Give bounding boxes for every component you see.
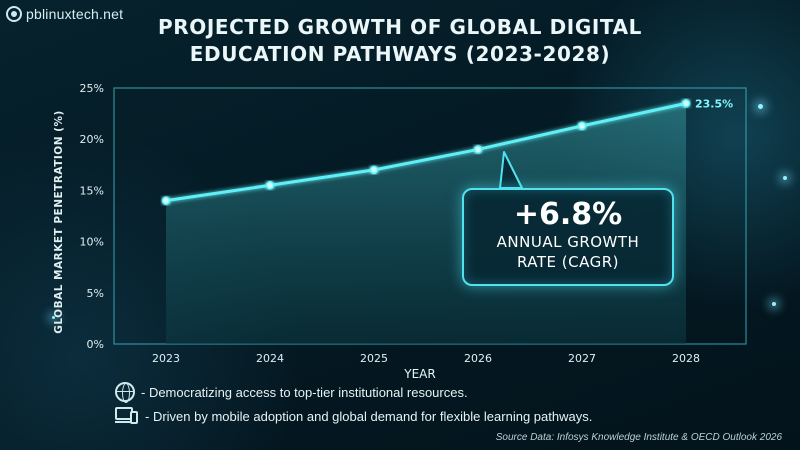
data-point <box>681 99 691 108</box>
callout-value: +6.8% <box>513 197 623 232</box>
decorative-glow-dot <box>772 302 776 306</box>
y-tick-label: 5% <box>87 287 104 300</box>
callout-label-line1: ANNUAL GROWTH <box>496 233 640 251</box>
y-tick-label: 25% <box>80 82 104 95</box>
y-tick-label: 10% <box>80 236 104 249</box>
decorative-glow-dot <box>783 176 787 180</box>
chart-title: PROJECTED GROWTH OF GLOBAL DIGITAL EDUCA… <box>157 15 643 66</box>
y-tick-label: 0% <box>87 338 104 351</box>
callout-label-line2: RATE (CAGR) <box>516 253 620 271</box>
circle-logo-icon <box>6 6 22 22</box>
data-point <box>161 196 171 205</box>
x-tick-label: 2023 <box>152 352 180 365</box>
legend-text: - Driven by mobile adoption and global d… <box>145 408 593 424</box>
y-tick-label: 15% <box>80 184 104 197</box>
data-point <box>265 180 275 190</box>
x-tick-label: 2027 <box>568 352 596 365</box>
y-tick-label: 20% <box>80 133 104 146</box>
end-value-label: 23.5% <box>695 97 733 110</box>
decorative-glow-dot <box>758 104 763 109</box>
brand-logo: pblinuxtech.net <box>6 6 123 22</box>
cagr-callout: +6.8% ANNUAL GROWTH RATE (CAGR) <box>462 188 674 286</box>
x-tick-label: 2025 <box>360 352 388 365</box>
x-axis-label: YEAR <box>403 367 435 381</box>
legend-item: - Driven by mobile adoption and global d… <box>115 404 592 428</box>
legend: - Democratizing access to top-tier insti… <box>115 380 592 428</box>
series-line <box>165 101 687 203</box>
legend-text: - Democratizing access to top-tier insti… <box>141 384 468 400</box>
data-point <box>369 165 379 175</box>
legend-item: - Democratizing access to top-tier insti… <box>115 380 592 404</box>
data-point <box>473 145 483 154</box>
x-tick-label: 2024 <box>256 352 284 365</box>
brand-name: pblinuxtech.net <box>26 6 124 22</box>
x-tick-label: 2028 <box>672 352 700 365</box>
globe-icon <box>115 382 135 403</box>
decorative-glow-dot <box>52 316 55 319</box>
x-tick-label: 2026 <box>464 352 492 365</box>
devices-icon <box>115 407 139 425</box>
y-axis-label: GLOBAL MARKET PENETRATION (%) <box>53 110 65 334</box>
data-point <box>577 121 587 131</box>
source-note: Source Data: Infosys Knowledge Institute… <box>495 432 782 443</box>
